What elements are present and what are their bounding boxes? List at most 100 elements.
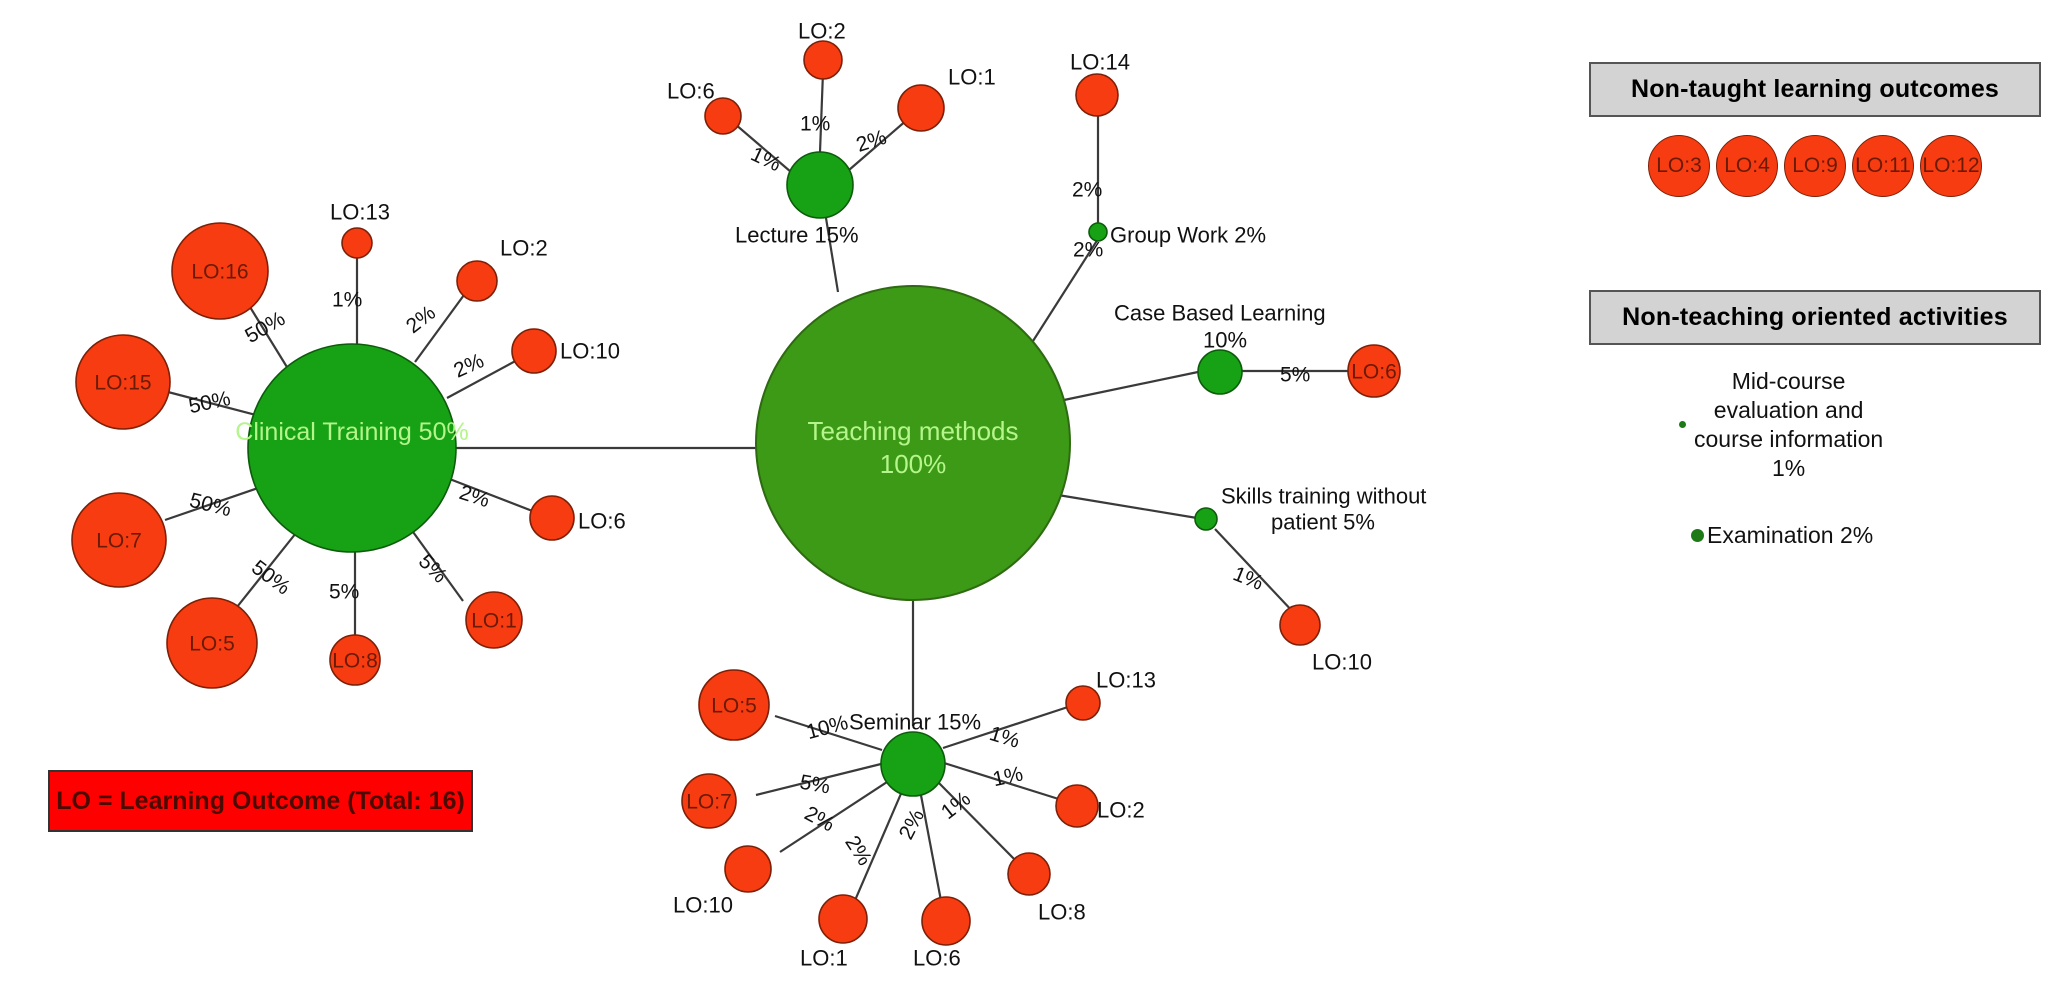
lo-node-lo13-seminar-label: LO:13 [1096,668,1156,693]
pct-clinical-lo7: 50% [187,489,233,521]
lo-node-lo10-seminar-label: LO:10 [673,893,733,918]
pct-casebased-lo6: 5% [1280,364,1310,387]
node-case-based-label-line2: 10% [1203,328,1247,353]
edge-clinical-lo5 [236,527,301,608]
lo-node-lo10-clinical[interactable] [511,328,557,374]
lo-node-lo16[interactable] [171,222,269,320]
pct-seminar-lo10: 2% [801,802,839,837]
lo-node-lo6-clinical-label: LO:6 [578,509,626,534]
lo-node-lo2-seminar-label: LO:2 [1097,798,1145,823]
seminar-cluster: Seminar 15% LO:5 LO:7 LO:10 LO:1 LO:6 LO… [673,668,1156,971]
pct-clinical-lo15: 50% [187,387,233,418]
lo-node-lo16-label: LO:16 [191,261,248,284]
node-case-based-label-line1: Case Based Learning [1114,301,1326,326]
edge-seminar-lo13 [942,704,1072,750]
edge-lecture-lo1 [848,118,909,171]
lo-node-lo8-seminar-label: LO:8 [1038,900,1086,925]
lo-node-lo6-casebased[interactable] [1347,344,1401,398]
pct-lecture-lo1: 2% [853,126,889,157]
lo-node-lo8-clinical[interactable] [329,634,381,686]
lo-node-lo5[interactable] [166,597,258,689]
pct-skills-lo10: 1% [1230,562,1267,595]
non-taught-chip-lo4[interactable]: LO:4 [1716,135,1778,197]
lo-node-lo7-seminar[interactable] [681,773,737,829]
edge-clinical-lo15 [167,390,257,417]
pct-root-groupwork: 2% [1073,239,1103,262]
edge-clinical-lo1 [407,524,464,602]
lo-node-lo14[interactable] [1075,73,1119,117]
lo-node-lo10-skills-label: LO:10 [1312,650,1372,675]
pct-clinical-lo13: 1% [332,289,362,312]
edge-skills-lo10 [1214,528,1296,615]
activity-item-mid-course[interactable]: Mid-course evaluation and course informa… [1589,367,2041,483]
non-taught-chip-lo9[interactable]: LO:9 [1784,135,1846,197]
edge-root-skills [1057,493,1204,521]
lo-node-lo1-clinical-label: LO:1 [471,610,517,633]
activity-item-examination-label: Examination 2% [1707,521,1874,548]
lo-node-lo8-clinical-label: LO:8 [332,650,378,673]
lo-node-lo5-seminar-label: LO:5 [711,695,757,718]
pct-seminar-lo7: 5% [798,771,832,799]
non-taught-chip-lo12[interactable]: LO:12 [1920,135,1982,197]
edge-seminar-lo2 [943,761,1066,803]
edge-root-lecture [824,217,840,293]
lo-node-lo1-seminar-label: LO:1 [800,946,848,971]
pct-clinical-lo16: 50% [241,307,289,348]
node-clinical-training[interactable] [247,343,457,553]
node-group-work[interactable] [1088,222,1108,242]
lo-node-lo10-clinical-label: LO:10 [560,339,620,364]
node-case-based-learning[interactable] [1197,349,1243,395]
node-teaching-methods[interactable] [755,285,1071,601]
edge-clinical-lo2 [414,294,465,363]
lo-node-lo10-seminar[interactable] [724,845,772,893]
activity-item-examination[interactable]: Examination 2% [1589,521,2041,550]
lo-node-lo5-seminar[interactable] [698,669,770,741]
non-taught-chip-row: LO:3 LO:4 LO:9 LO:11 LO:12 [1589,135,2041,197]
lo-node-lo6-lecture[interactable] [704,97,742,135]
node-lecture-label: Lecture 15% [735,223,859,248]
lo-node-lo14-label: LO:14 [1070,50,1130,75]
activity-dot-large-icon [1691,528,1704,542]
node-skills-training-label-line2: patient 5% [1271,510,1375,535]
lo-node-lo2-lecture[interactable] [803,40,843,80]
lo-node-lo1-clinical[interactable] [465,591,523,649]
lo-node-lo6-seminar[interactable] [921,896,971,946]
node-skills-training[interactable] [1194,507,1218,531]
edge-lecture-lo2 [818,71,825,153]
node-seminar[interactable] [880,731,946,797]
edge-clinical-lo16 [249,306,291,373]
edge-seminar-lo1 [851,788,905,906]
lo-node-lo1-lecture[interactable] [897,84,945,132]
lo-node-lo7[interactable] [71,492,167,588]
lo-legend-text: LO = Learning Outcome (Total: 16) [56,786,465,815]
lo-node-lo6-clinical[interactable] [529,495,575,541]
lecture-cluster: Lecture 15% LO:6 LO:2 LO:1 1% 1% 2% [667,19,996,248]
pct-clinical-lo8: 5% [329,581,359,604]
edge-seminar-lo5 [774,714,883,752]
lo-node-lo2-seminar[interactable] [1055,784,1099,828]
pct-clinical-lo5: 50% [247,556,294,600]
lo-node-lo13-seminar[interactable] [1065,685,1101,721]
non-taught-chip-lo3[interactable]: LO:3 [1648,135,1710,197]
node-lecture[interactable] [786,151,854,219]
lo-node-lo1-seminar[interactable] [818,894,868,944]
lo-node-lo10-skills[interactable] [1279,604,1321,646]
pct-lecture-lo2: 1% [800,113,830,136]
lo-node-lo13[interactable] [341,227,373,259]
edge-seminar-lo7 [755,762,882,797]
edge-root-casebased [1063,370,1199,402]
lo-node-lo7-label: LO:7 [96,530,142,553]
lo-node-lo8-seminar[interactable] [1007,852,1051,896]
edge-seminar-lo8 [934,778,1022,867]
pct-lecture-lo6: 1% [747,143,784,177]
lo-node-lo6-casebased-label: LO:6 [1351,361,1397,384]
lo-node-lo2-clinical[interactable] [456,260,498,302]
lo-node-lo15[interactable] [75,334,171,430]
non-taught-panel-header: Non-taught learning outcomes [1589,62,2041,117]
non-taught-chip-lo11[interactable]: LO:11 [1852,135,1914,197]
pct-clinical-lo2: 2% [402,301,440,338]
lo-node-lo1-lecture-label: LO:1 [948,65,996,90]
lo-node-lo13-label: LO:13 [330,200,390,225]
clinical-training-cluster: Clinical Training 50% LO:16 LO:15 LO:7 L… [71,200,626,689]
